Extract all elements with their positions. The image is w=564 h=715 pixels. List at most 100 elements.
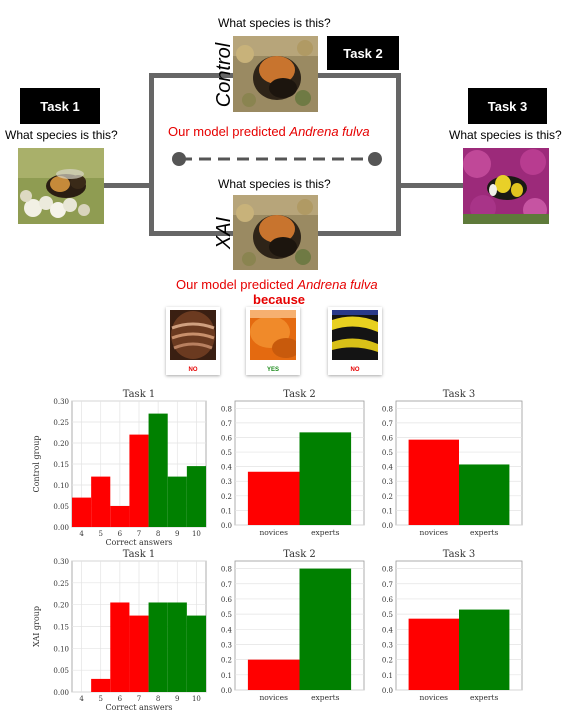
chart-control-task1: Task 1 0.00 0.05 0.10 0.15 0.20 0.25 0.30 4 5 6 7 8 9… bbox=[32, 389, 207, 547]
connector-left-vertical bbox=[149, 73, 154, 236]
y-tick-label: 0.1 bbox=[382, 507, 393, 515]
y-tick-label: 0.8 bbox=[221, 405, 232, 413]
histogram-bar bbox=[72, 497, 92, 527]
y-tick-label: 0.15 bbox=[53, 624, 69, 632]
patch-abdomen-verdict: NO bbox=[188, 367, 198, 373]
y-tick-label: 0.3 bbox=[382, 478, 393, 486]
y-tick-label: 0.1 bbox=[221, 672, 232, 680]
chart-title: Task 3 bbox=[443, 549, 476, 560]
chart-title: Task 3 bbox=[443, 389, 476, 400]
y-tick-label: 0.6 bbox=[382, 596, 394, 604]
chart-control-task3: Task 3 0.0 0.1 0.2 0.3 0.4 0.5 0.6 0.7 0.8 novices… bbox=[382, 389, 523, 537]
x-tick-label: 6 bbox=[118, 530, 123, 538]
y-tick-label: 0.6 bbox=[382, 434, 394, 442]
chart-title: Task 2 bbox=[283, 389, 316, 400]
patch-orange-fur-verdict: YES bbox=[266, 367, 279, 373]
histogram-bar bbox=[91, 476, 111, 527]
y-tick-label: 0.8 bbox=[382, 566, 393, 574]
y-tick-label: 0.3 bbox=[221, 478, 232, 486]
connector-task1-horizontal bbox=[103, 183, 150, 188]
histogram-bar bbox=[186, 615, 206, 692]
x-tick-label: 9 bbox=[175, 695, 179, 703]
histogram-bar bbox=[91, 678, 111, 692]
x-axis-label: Correct answers bbox=[105, 703, 172, 712]
y-tick-label: 0.05 bbox=[53, 503, 69, 511]
y-tick-label: 0.7 bbox=[382, 420, 393, 428]
y-tick-label: 0.8 bbox=[221, 566, 232, 574]
x-tick-label: 8 bbox=[156, 695, 160, 703]
histogram-bar bbox=[110, 506, 130, 527]
y-tick-label: 0.2 bbox=[221, 657, 232, 665]
orange-fur-patch-icon bbox=[250, 310, 296, 360]
y-tick-label: 0.2 bbox=[382, 493, 393, 501]
histogram-bar bbox=[167, 476, 187, 527]
x-tick-label: 5 bbox=[98, 695, 102, 703]
task3-label: Task 3 bbox=[468, 88, 547, 124]
x-tick-label: experts bbox=[311, 693, 340, 702]
y-tick-label: 0.0 bbox=[221, 522, 232, 530]
xai-prediction-prefix: Our model predicted bbox=[176, 277, 298, 292]
histogram-bar bbox=[110, 602, 130, 692]
bar bbox=[408, 618, 459, 690]
y-tick-label: 0.7 bbox=[221, 581, 232, 589]
y-tick-label: 0.00 bbox=[53, 689, 69, 697]
x-tick-label: 6 bbox=[118, 695, 123, 703]
connector-left-bottom bbox=[149, 231, 233, 236]
histogram-bar bbox=[148, 602, 168, 692]
xai-prediction-species: Andrena fulva bbox=[297, 277, 378, 292]
y-tick-label: 0.6 bbox=[221, 596, 233, 604]
x-tick-label: 5 bbox=[98, 530, 102, 538]
y-tick-label: 0.1 bbox=[221, 507, 232, 515]
task2-label: Task 2 bbox=[327, 36, 399, 70]
y-tick-label: 0.30 bbox=[53, 558, 69, 566]
connector-right-vertical bbox=[396, 73, 401, 236]
y-tick-label: 0.00 bbox=[53, 524, 69, 532]
x-tick-label: 4 bbox=[79, 695, 84, 703]
y-tick-label: 0.15 bbox=[53, 461, 69, 469]
histogram-bar bbox=[167, 602, 187, 692]
y-tick-label: 0.0 bbox=[382, 522, 393, 530]
chart-control-task2: Task 2 0.0 0.1 0.2 0.3 0.4 0.5 0.6 0.7 0.8 novices… bbox=[221, 389, 365, 537]
control-prediction: Our model predicted Andrena fulva bbox=[168, 124, 370, 139]
xai-bee-photo bbox=[233, 195, 318, 270]
y-tick-label: 0.5 bbox=[382, 449, 393, 457]
connector-task3-horizontal bbox=[396, 183, 464, 188]
y-tick-label: 0.7 bbox=[382, 581, 393, 589]
y-tick-label: 0.1 bbox=[382, 672, 393, 680]
task3-bee-photo bbox=[463, 148, 549, 224]
task1-question: What species is this? bbox=[5, 128, 118, 142]
xai-because: because bbox=[253, 292, 306, 307]
bar bbox=[247, 471, 300, 525]
y-tick-label: 0.5 bbox=[221, 449, 232, 457]
x-axis-label: Correct answers bbox=[105, 538, 172, 547]
y-tick-label: 0.2 bbox=[221, 493, 232, 501]
control-bee-photo bbox=[233, 36, 318, 112]
bar bbox=[459, 464, 510, 525]
y-tick-label: 0.05 bbox=[53, 667, 69, 675]
chart-xai-task2: Task 2 0.0 0.1 0.2 0.3 0.4 0.5 0.6 0.7 0.8 novices… bbox=[221, 549, 365, 702]
control-prediction-species: Andrena fulva bbox=[289, 124, 370, 139]
y-tick-label: 0.5 bbox=[382, 611, 393, 619]
y-tick-label: 0.25 bbox=[53, 580, 69, 588]
connector-right-top bbox=[318, 73, 400, 78]
task1-label: Task 1 bbox=[20, 88, 100, 124]
x-tick-label: 4 bbox=[79, 530, 84, 538]
y-tick-label: 0.2 bbox=[382, 657, 393, 665]
y-tick-label: 0.20 bbox=[53, 602, 69, 610]
x-tick-label: 7 bbox=[137, 695, 141, 703]
y-tick-label: 0.7 bbox=[221, 420, 232, 428]
chart-xai-task3: Task 3 0.0 0.1 0.2 0.3 0.4 0.5 0.6 0.7 0.8 novices… bbox=[382, 549, 523, 702]
x-tick-label: novices bbox=[420, 693, 449, 702]
x-tick-label: novices bbox=[259, 528, 288, 537]
bar bbox=[299, 568, 352, 690]
xai-prediction: Our model predicted Andrena fulva bbox=[176, 277, 378, 292]
y-tick-label: 0.10 bbox=[53, 482, 69, 490]
y-tick-label: 0.6 bbox=[221, 434, 233, 442]
x-tick-label: experts bbox=[470, 528, 499, 537]
yellow-black-stripes-patch-icon bbox=[332, 310, 378, 360]
bar bbox=[247, 659, 300, 690]
task3-question: What species is this? bbox=[449, 128, 562, 142]
x-tick-label: 10 bbox=[192, 530, 201, 538]
connector-right-bottom bbox=[318, 231, 400, 236]
y-tick-label: 0.5 bbox=[221, 611, 232, 619]
